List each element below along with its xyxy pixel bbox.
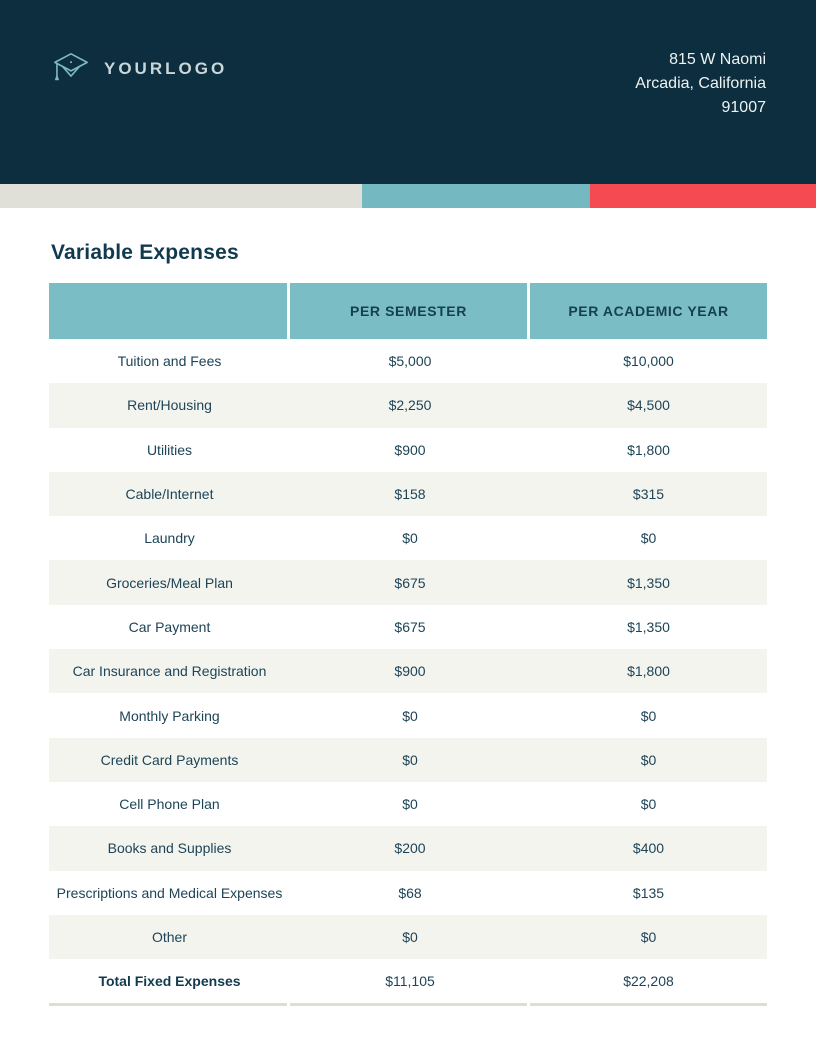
table-body: Tuition and Fees $5,000 $10,000 Rent/Housin…: [49, 339, 767, 1004]
row-value: $0: [640, 751, 657, 768]
address-line: Arcadia, California: [635, 75, 766, 92]
stripe-segment-red: [590, 184, 816, 208]
row-value: $5,000: [388, 353, 432, 370]
row-value: $2,250: [388, 397, 432, 414]
column-header-blank: [49, 283, 287, 339]
table-row: Cell Phone Plan $0 $0: [49, 781, 767, 827]
row-value: $0: [640, 707, 657, 724]
row-value: $0: [402, 929, 418, 945]
row-value: $675: [394, 618, 426, 635]
table-row: Other $0 $0: [49, 914, 767, 960]
row-label: Credit Card Payments: [100, 751, 239, 768]
row-label: Tuition and Fees: [117, 353, 222, 370]
accent-stripe: [0, 184, 816, 208]
row-value: $0: [640, 796, 657, 813]
row-label: Laundry: [144, 530, 195, 547]
row-label: Monthly Parking: [119, 707, 220, 724]
row-value: $135: [632, 884, 665, 901]
row-value: $0: [640, 530, 657, 547]
row-value: $0: [402, 707, 418, 724]
table-row: Cable/Internet $158 $315: [49, 471, 767, 517]
stripe-segment-beige: [0, 184, 362, 208]
column-header-per-semester: PER SEMESTER: [290, 283, 527, 339]
row-label: Cell Phone Plan: [119, 796, 220, 813]
row-value: $158: [394, 486, 426, 503]
border-segment: [49, 1003, 287, 1007]
row-value: $1,350: [627, 574, 670, 591]
table-row: Credit Card Payments $0 $0: [49, 737, 767, 782]
table-row: Laundry $0 $0: [49, 516, 767, 561]
letterhead-banner: YOURLOGO 815 W Naomi Arcadia, California…: [0, 0, 816, 184]
border-segment: [290, 1003, 527, 1007]
row-label: Other: [151, 929, 187, 945]
content-area: Variable Expenses PER SEMESTER PER ACADE…: [0, 208, 816, 1007]
row-label: Car Insurance and Registration: [72, 663, 267, 680]
table-row: Groceries/Meal Plan $675 $1,350: [49, 560, 767, 605]
row-value: $22,208: [623, 973, 674, 990]
stripe-segment-teal: [362, 184, 590, 208]
table-header-row: PER SEMESTER PER ACADEMIC YEAR: [49, 283, 767, 339]
row-value: $1,800: [627, 441, 670, 458]
table-row: Utilities $900 $1,800: [49, 427, 767, 472]
table-row: Car Payment $675 $1,350: [49, 604, 767, 650]
row-value: $4,500: [627, 397, 670, 414]
logo: YOURLOGO: [52, 48, 227, 90]
row-value: $0: [640, 929, 657, 945]
row-value: $900: [394, 663, 426, 680]
row-value: $400: [632, 840, 665, 857]
table-row: Car Insurance and Registration $900 $1,800: [49, 649, 767, 694]
row-value: $0: [402, 796, 418, 813]
table-bottom-border: [49, 1003, 767, 1007]
row-value: $0: [402, 751, 418, 768]
table-row: Total Fixed Expenses $11,105 $22,208: [49, 959, 767, 1004]
row-value: $10,000: [623, 353, 674, 370]
address-line: 91007: [721, 99, 767, 116]
table-row: Books and Supplies $200 $400: [49, 826, 767, 871]
row-value: $0: [402, 530, 418, 547]
row-label: Utilities: [146, 441, 193, 458]
expenses-table: PER SEMESTER PER ACADEMIC YEAR Tuition a…: [49, 283, 767, 1007]
row-label: Groceries/Meal Plan: [106, 574, 233, 591]
address-line: 815 W Naomi: [669, 51, 766, 68]
column-header-per-academic-year: PER ACADEMIC YEAR: [530, 283, 767, 339]
row-value: $1,350: [627, 618, 670, 635]
logo-text: YOURLOGO: [104, 59, 228, 78]
graduation-cap-icon: [54, 52, 88, 81]
row-label: Rent/Housing: [127, 397, 212, 414]
row-value: $675: [394, 574, 426, 591]
row-value: $900: [394, 441, 426, 458]
row-label: Car Payment: [128, 618, 211, 635]
row-label: Prescriptions and Medical Expenses: [56, 884, 283, 901]
border-segment: [530, 1003, 767, 1007]
row-value: $315: [632, 486, 665, 503]
row-label: Cable/Internet: [125, 486, 214, 503]
address-block: 815 W Naomi Arcadia, California 91007: [635, 48, 766, 120]
row-label: Total Fixed Expenses: [98, 973, 241, 990]
row-value: $200: [394, 840, 426, 857]
row-label: Books and Supplies: [107, 840, 232, 857]
page-title: Variable Expenses: [51, 241, 239, 264]
table-row: Monthly Parking $0 $0: [49, 693, 767, 738]
row-value: $68: [398, 884, 422, 901]
row-value: $1,800: [627, 663, 670, 680]
table-row: Rent/Housing $2,250 $4,500: [49, 383, 767, 428]
table-row: Prescriptions and Medical Expenses $68 $13…: [49, 870, 767, 915]
table-row: Tuition and Fees $5,000 $10,000: [49, 339, 767, 384]
row-value: $11,105: [385, 973, 435, 990]
